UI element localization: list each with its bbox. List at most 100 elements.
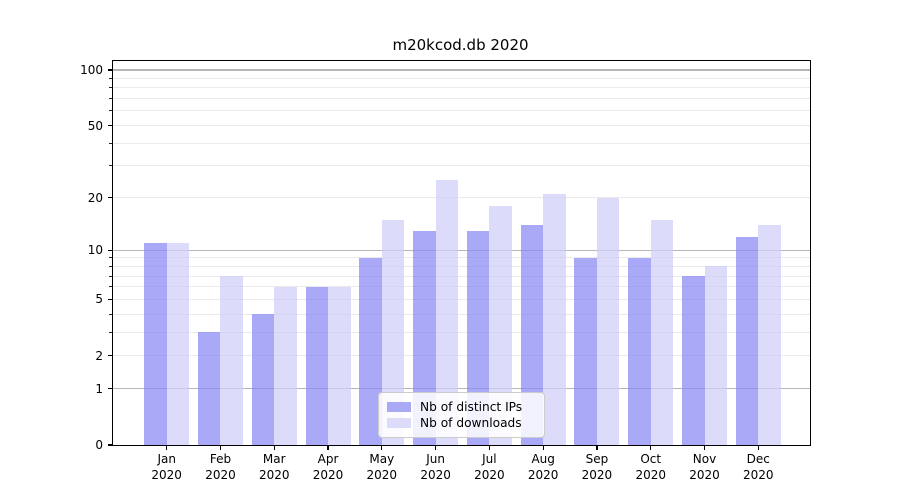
y-tick xyxy=(107,249,112,251)
gridline-minor xyxy=(113,110,810,112)
x-tick xyxy=(650,445,652,450)
bar-downloads-jul xyxy=(489,205,512,445)
y-minor-tick xyxy=(109,165,112,167)
y-tick xyxy=(107,388,112,390)
bar-downloads-nov xyxy=(704,266,727,445)
y-tick-label: 10 xyxy=(87,243,103,258)
gridline-minor xyxy=(113,257,810,259)
legend-label-distinct-ips: Nb of distinct IPs xyxy=(420,400,523,414)
bar-downloads-dec xyxy=(758,224,781,445)
bar-downloads-feb xyxy=(220,276,243,445)
bar-downloads-oct xyxy=(650,219,674,445)
y-tick xyxy=(107,298,112,301)
x-tick xyxy=(273,445,275,450)
bar-downloads-jan xyxy=(166,243,190,445)
x-tick-label: Jun 2020 xyxy=(420,452,451,482)
x-tick-label: Dec 2020 xyxy=(742,452,774,482)
x-tick-label: Sep 2020 xyxy=(581,452,613,482)
gridline-minor xyxy=(113,298,810,300)
bar-ips-dec xyxy=(735,236,759,445)
y-tick xyxy=(107,124,112,127)
bar-ips-jun xyxy=(413,230,436,445)
y-minor-tick xyxy=(109,77,112,79)
y-minor-tick xyxy=(109,142,112,144)
x-tick xyxy=(488,445,490,450)
bar-ips-apr xyxy=(305,286,329,445)
gridline-minor xyxy=(113,355,810,357)
bar-downloads-sep xyxy=(596,197,620,445)
y-minor-tick xyxy=(109,98,112,100)
legend: Nb of distinct IPs Nb of downloads xyxy=(378,392,545,438)
x-tick xyxy=(596,445,598,450)
bar-ips-jan xyxy=(144,243,167,445)
x-tick-label: Jul 2020 xyxy=(474,452,505,482)
y-minor-tick xyxy=(109,257,112,259)
x-tick-label: Apr 2020 xyxy=(312,452,344,482)
bar-ips-may xyxy=(359,257,382,445)
gridline-minor xyxy=(113,87,810,89)
bar-ips-feb xyxy=(197,332,221,445)
bar-ips-mar xyxy=(251,314,275,445)
y-minor-tick xyxy=(109,87,112,89)
y-tick-label: 100 xyxy=(80,63,103,77)
bar-downloads-may xyxy=(381,219,405,445)
gridline-minor xyxy=(113,275,810,277)
gridline-major xyxy=(113,69,810,71)
x-tick-label: Oct 2020 xyxy=(635,452,666,482)
legend-swatch-downloads xyxy=(387,418,411,428)
bar-downloads-mar xyxy=(274,286,297,445)
gridline-minor xyxy=(113,313,810,315)
y-tick-label: 0 xyxy=(95,438,103,452)
y-minor-tick xyxy=(109,331,112,333)
legend-item-distinct-ips: Nb of distinct IPs xyxy=(387,399,536,415)
gridline-minor xyxy=(113,197,810,199)
legend-label-downloads: Nb of downloads xyxy=(420,416,522,430)
legend-swatch-distinct-ips xyxy=(387,402,411,412)
gridline-minor xyxy=(113,98,810,100)
y-tick xyxy=(107,355,112,357)
y-tick xyxy=(107,196,112,199)
bar-ips-nov xyxy=(682,276,705,445)
gridline-minor xyxy=(113,142,810,144)
gridline-minor xyxy=(113,331,810,333)
x-tick xyxy=(757,445,759,450)
bar-ips-oct xyxy=(628,257,651,445)
legend-item-downloads: Nb of downloads xyxy=(387,415,536,431)
y-minor-tick xyxy=(109,265,112,267)
x-tick-label: May 2020 xyxy=(366,452,398,482)
y-tick-label: 5 xyxy=(95,292,103,307)
gridline-minor xyxy=(113,286,810,288)
chart-title: m20kcod.db 2020 xyxy=(392,36,529,54)
bar-ips-aug xyxy=(520,224,544,445)
y-minor-tick xyxy=(109,286,112,288)
y-tick-label: 20 xyxy=(87,190,103,205)
y-minor-tick xyxy=(109,313,112,315)
gridline-minor xyxy=(113,125,810,127)
x-tick-label: Aug 2020 xyxy=(527,452,559,482)
y-tick xyxy=(107,444,112,446)
y-tick xyxy=(107,69,112,71)
y-tick-label: 2 xyxy=(95,348,103,363)
y-tick-label: 50 xyxy=(87,118,103,133)
x-tick xyxy=(219,445,222,450)
gridline-major xyxy=(113,249,810,251)
bar-ips-sep xyxy=(574,257,597,445)
x-tick xyxy=(435,445,437,450)
y-minor-tick xyxy=(109,110,112,112)
x-tick-label: Jan 2020 xyxy=(151,452,182,482)
bar-ips-jul xyxy=(466,230,490,445)
x-tick xyxy=(381,445,383,450)
bar-downloads-jun xyxy=(435,180,459,445)
gridline-minor xyxy=(113,165,810,167)
x-tick-label: Nov 2020 xyxy=(689,452,720,482)
y-minor-tick xyxy=(109,275,112,277)
x-tick-label: Feb 2020 xyxy=(205,452,236,482)
x-tick xyxy=(542,445,544,450)
x-tick xyxy=(166,445,168,450)
y-tick-label: 1 xyxy=(95,381,103,396)
x-tick xyxy=(703,445,706,450)
gridline-major xyxy=(113,388,810,390)
bar-downloads-apr xyxy=(328,286,351,445)
x-tick-label: Mar 2020 xyxy=(258,452,290,482)
plot-area: Jan 2020 Feb 2020 Mar 2020 Apr 2020 May 2020… xyxy=(80,60,811,482)
